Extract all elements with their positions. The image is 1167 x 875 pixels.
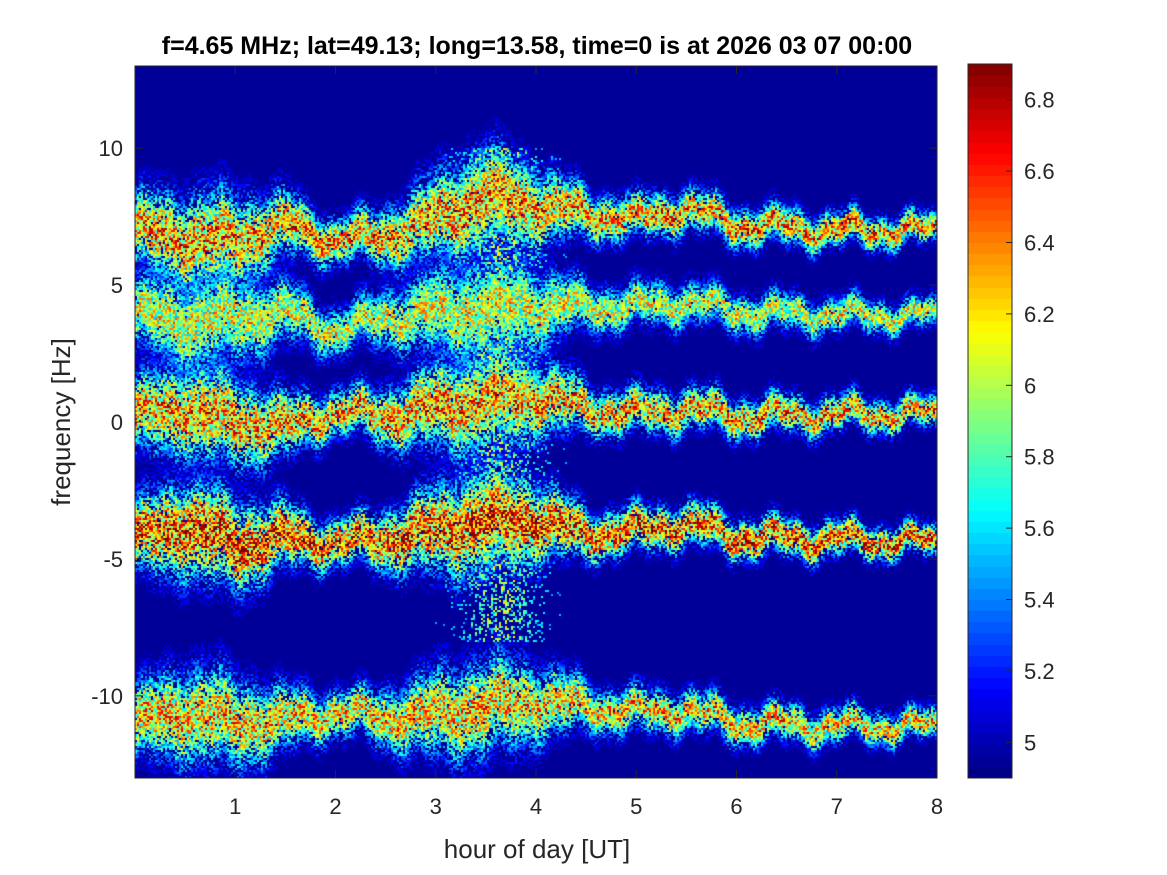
colorbar-tick-label: 6 bbox=[1024, 373, 1036, 398]
colorbar-ticks: 6.8 6.6 6.4 6.2 6 5.8 5.6 5.4 5.2 5 bbox=[1006, 88, 1055, 755]
x-tick-label: 5 bbox=[630, 794, 642, 819]
colorbar-gradient-container bbox=[968, 64, 1012, 778]
y-tick-label: -10 bbox=[91, 684, 123, 709]
y-axis: 10 5 0 -5 -10 bbox=[91, 136, 937, 709]
colorbar-tick-label: 6.6 bbox=[1024, 159, 1055, 184]
colorbar-gradient bbox=[968, 64, 1012, 778]
colorbar-frame bbox=[967, 63, 1013, 779]
colorbar-tick-label: 6.8 bbox=[1024, 88, 1055, 113]
x-axis-label: hour of day [UT] bbox=[444, 834, 630, 864]
y-tick-label: 10 bbox=[99, 136, 123, 161]
x-tick-label: 8 bbox=[931, 794, 943, 819]
colorbar-tick-label: 5.8 bbox=[1024, 445, 1055, 470]
x-tick-label: 6 bbox=[730, 794, 742, 819]
y-axis-label: frequency [Hz] bbox=[46, 338, 76, 506]
colorbar-tick-label: 6.2 bbox=[1024, 302, 1055, 327]
x-tick-label: 3 bbox=[430, 794, 442, 819]
heatmap-image-container bbox=[135, 66, 937, 778]
colorbar-tick-label: 5.6 bbox=[1024, 516, 1055, 541]
colorbar-tick-label: 5.2 bbox=[1024, 659, 1055, 684]
y-tick-label: 5 bbox=[111, 273, 123, 298]
x-tick-label: 7 bbox=[831, 794, 843, 819]
x-axis: 1 2 3 4 5 6 7 8 bbox=[229, 66, 943, 819]
x-tick-label: 4 bbox=[530, 794, 542, 819]
y-tick-label: 0 bbox=[111, 410, 123, 435]
colorbar-tick-label: 5 bbox=[1024, 730, 1036, 755]
colorbar-tick-label: 6.4 bbox=[1024, 231, 1055, 256]
chart-title: f=4.65 MHz; lat=49.13; long=13.58, time=… bbox=[162, 32, 912, 60]
y-tick-label: -5 bbox=[103, 547, 123, 572]
plot-area bbox=[134, 65, 938, 779]
x-tick-label: 1 bbox=[229, 794, 241, 819]
x-tick-label: 2 bbox=[329, 794, 341, 819]
colorbar: 6.8 6.6 6.4 6.2 6 5.8 5.6 5.4 5.2 5 bbox=[967, 63, 1055, 779]
colorbar-tick-label: 5.4 bbox=[1024, 588, 1055, 613]
heatmap-canvas bbox=[135, 66, 937, 778]
